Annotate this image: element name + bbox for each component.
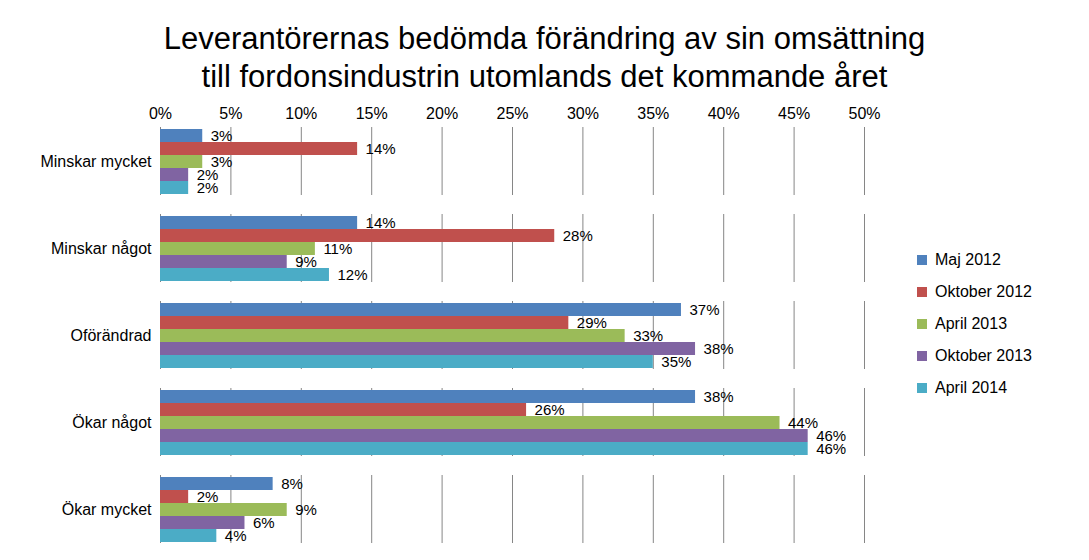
html-text:April 2013: April 2013: [935, 314, 1007, 332]
svg-text:10%: 10%: [285, 105, 317, 122]
svg-text:30%: 30%: [567, 105, 599, 122]
svg-text:11%: 11%: [323, 240, 352, 257]
svg-text:46%: 46%: [816, 440, 846, 457]
svg-text:40%: 40%: [708, 105, 740, 122]
svg-text:35%: 35%: [661, 353, 691, 370]
svg-text:12%: 12%: [337, 266, 367, 283]
svg-text:14%: 14%: [366, 214, 396, 231]
svg-text:28%: 28%: [563, 227, 593, 244]
svg-text:4%: 4%: [225, 527, 247, 544]
svg-text:44%: 44%: [788, 414, 818, 431]
svg-text:37%: 37%: [689, 301, 719, 318]
svg-text:29%: 29%: [577, 314, 607, 331]
svg-text:8%: 8%: [281, 475, 303, 492]
svg-text:15%: 15%: [356, 105, 388, 122]
svg-text:2%: 2%: [196, 165, 219, 183]
svg-text:50%: 50%: [848, 105, 880, 122]
svg-text:46%: 46%: [816, 426, 847, 444]
svg-text:Minskar mycket: Minskar mycket: [40, 153, 152, 170]
html-text:Oktober 2013: Oktober 2013: [935, 346, 1032, 364]
html-text:April 2014: April 2014: [935, 378, 1007, 396]
svg-text:45%: 45%: [778, 105, 810, 122]
html-text:Oktober 2012: Oktober 2012: [935, 282, 1032, 300]
svg-text:9%: 9%: [295, 253, 317, 270]
svg-text:3%: 3%: [211, 127, 233, 144]
svg-text:9%: 9%: [295, 501, 317, 518]
html-text:Maj 2012: Maj 2012: [935, 250, 1001, 268]
svg-text:5%: 5%: [219, 105, 242, 122]
svg-text:6%: 6%: [253, 514, 275, 531]
svg-text:Ökar mycket: Ökar mycket: [62, 501, 152, 518]
svg-text:35%: 35%: [637, 105, 669, 122]
svg-text:38%: 38%: [704, 340, 734, 357]
svg-text:Minskar något: Minskar något: [51, 240, 152, 257]
svg-text:2%: 2%: [197, 179, 219, 196]
svg-text:2%: 2%: [197, 488, 219, 505]
svg-text:3%: 3%: [210, 152, 233, 170]
svg-text:Ökar något: Ökar något: [72, 414, 152, 431]
svg-text:38%: 38%: [704, 388, 734, 405]
svg-text:25%: 25%: [496, 105, 528, 122]
html-text:Leverantörernas bedömda föränd: Leverantörernas bedömda förändring av si…: [163, 21, 926, 94]
svg-text:Oförändrad: Oförändrad: [71, 327, 152, 344]
svg-text:0%: 0%: [149, 105, 172, 122]
svg-text:26%: 26%: [535, 401, 565, 418]
svg-text:33%: 33%: [633, 327, 663, 344]
svg-text:14%: 14%: [366, 140, 396, 157]
svg-text:20%: 20%: [426, 105, 458, 122]
